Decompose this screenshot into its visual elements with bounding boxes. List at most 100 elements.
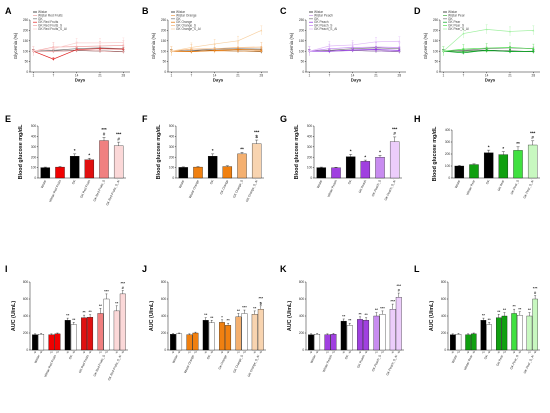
category-label: GK Pear_S [509, 354, 519, 370]
significance-mark: ** [89, 309, 93, 314]
y-tick-label: 150 [23, 39, 29, 43]
panel-letter: C [280, 6, 287, 16]
category-label: Wistar Red Fruits [48, 179, 62, 203]
subgroup-label: pf [473, 350, 475, 354]
significance-mark: $ [260, 300, 263, 305]
data-point [509, 46, 511, 49]
bar [207, 156, 218, 179]
x-tick-label: 1 [442, 74, 444, 78]
significance-mark: $ [255, 134, 258, 139]
subgroup-label: pf [243, 350, 245, 354]
subgroup-label: pf [89, 350, 91, 354]
significance-mark: *** [120, 280, 125, 285]
significance-mark: ** [253, 305, 257, 310]
significance-mark: ** [488, 317, 492, 322]
bar [389, 141, 400, 179]
y-tick-label: 250 [433, 18, 439, 22]
data-point [260, 29, 263, 32]
significance-mark: # [117, 136, 120, 141]
data-point [509, 30, 511, 33]
subgroup-label: pf [332, 350, 334, 354]
subgroup-label: pi [83, 350, 85, 354]
bar [113, 145, 124, 179]
category-label: Wistar [40, 179, 47, 189]
bar-panel-e: E 0 100 200 300 400 500 Blood glucose mg/dL Wist… [5, 114, 126, 206]
bar [54, 333, 61, 351]
data-point [351, 43, 354, 46]
subgroup-label: pi [467, 350, 469, 354]
y-axis-label: Blood glucose mg/dL [294, 124, 300, 180]
x-tick-label: 14 [351, 74, 355, 78]
bar [202, 320, 209, 351]
category-label: GK Orange_S [232, 179, 244, 198]
significance-mark: ** [204, 312, 208, 317]
significance-mark: ** [115, 300, 119, 305]
subgroup-label: pf [349, 350, 351, 354]
significance-mark: * [488, 144, 490, 149]
x-tick-label: 21 [98, 74, 102, 78]
subgroup-label: pi [99, 350, 101, 354]
bar [186, 334, 193, 351]
category-label: Wistar [454, 179, 461, 189]
category-label: GK Peach_S [371, 354, 382, 372]
x-tick-label: 1 [170, 74, 172, 78]
legend-entry: GK Peach [314, 20, 329, 24]
x-tick-label: 14 [75, 74, 79, 78]
subgroup-label: pf [398, 350, 400, 354]
data-point [52, 47, 55, 50]
bar [113, 310, 120, 351]
y-tick-label: 600 [441, 297, 447, 301]
bar [375, 157, 385, 179]
legend-entry: GK [38, 17, 43, 21]
category-label: GK Pear_S_Al [522, 179, 534, 199]
subgroup-label: pi [188, 350, 190, 354]
y-tick-label: 0 [164, 348, 166, 352]
bar [357, 319, 363, 351]
x-tick-label: 14 [213, 74, 217, 78]
bar [48, 334, 55, 351]
bar [84, 159, 95, 179]
x-tick-label: 28 [260, 74, 264, 78]
significance-mark: *** [242, 305, 247, 310]
y-tick-label: 200 [31, 155, 37, 159]
y-tick-label: 200 [307, 155, 313, 159]
bar [324, 334, 331, 351]
category-label: GK Red Fruits_S [93, 354, 107, 377]
significance-mark: *** [116, 132, 122, 137]
y-tick-label: 400 [307, 135, 313, 139]
legend-entry: GK Red Fruits [38, 20, 59, 24]
category-label: GK Red Fruits [79, 179, 91, 199]
bar [119, 293, 126, 351]
bar [465, 334, 471, 351]
significance-mark: ** [240, 147, 244, 152]
panel-letter: J [142, 264, 147, 274]
category-label: GK [206, 353, 212, 360]
legend-entry: GK Red Fruits_S [38, 24, 62, 28]
subgroup-label: pf [365, 350, 367, 354]
bar [99, 140, 109, 179]
significance-mark: *** [254, 130, 260, 135]
subgroup-label: pf [488, 350, 490, 354]
y-tick-label: 200 [23, 331, 29, 335]
category-label: Wistar Red Fruits [43, 354, 57, 378]
y-tick-label: 150 [299, 39, 305, 43]
y-tick-label: 500 [169, 124, 175, 128]
y-tick-label: 0 [164, 70, 166, 74]
bar [527, 144, 538, 179]
bar [55, 166, 65, 179]
category-label: GK Peach [356, 354, 366, 369]
x-axis-label: Days [485, 78, 496, 83]
y-tick-label: 0 [448, 176, 450, 180]
significance-mark: ** [348, 318, 352, 323]
y-tick-label: 400 [299, 314, 305, 318]
data-point [52, 58, 55, 61]
category-label: GK Pear [495, 354, 504, 366]
subgroup-label: pf [194, 350, 196, 354]
significance-mark: *** [390, 299, 395, 304]
category-label: GK Peach_S [371, 179, 382, 197]
significance-mark: ** [518, 306, 522, 311]
significance-mark: ** [513, 304, 517, 309]
significance-mark: ** [237, 308, 241, 313]
